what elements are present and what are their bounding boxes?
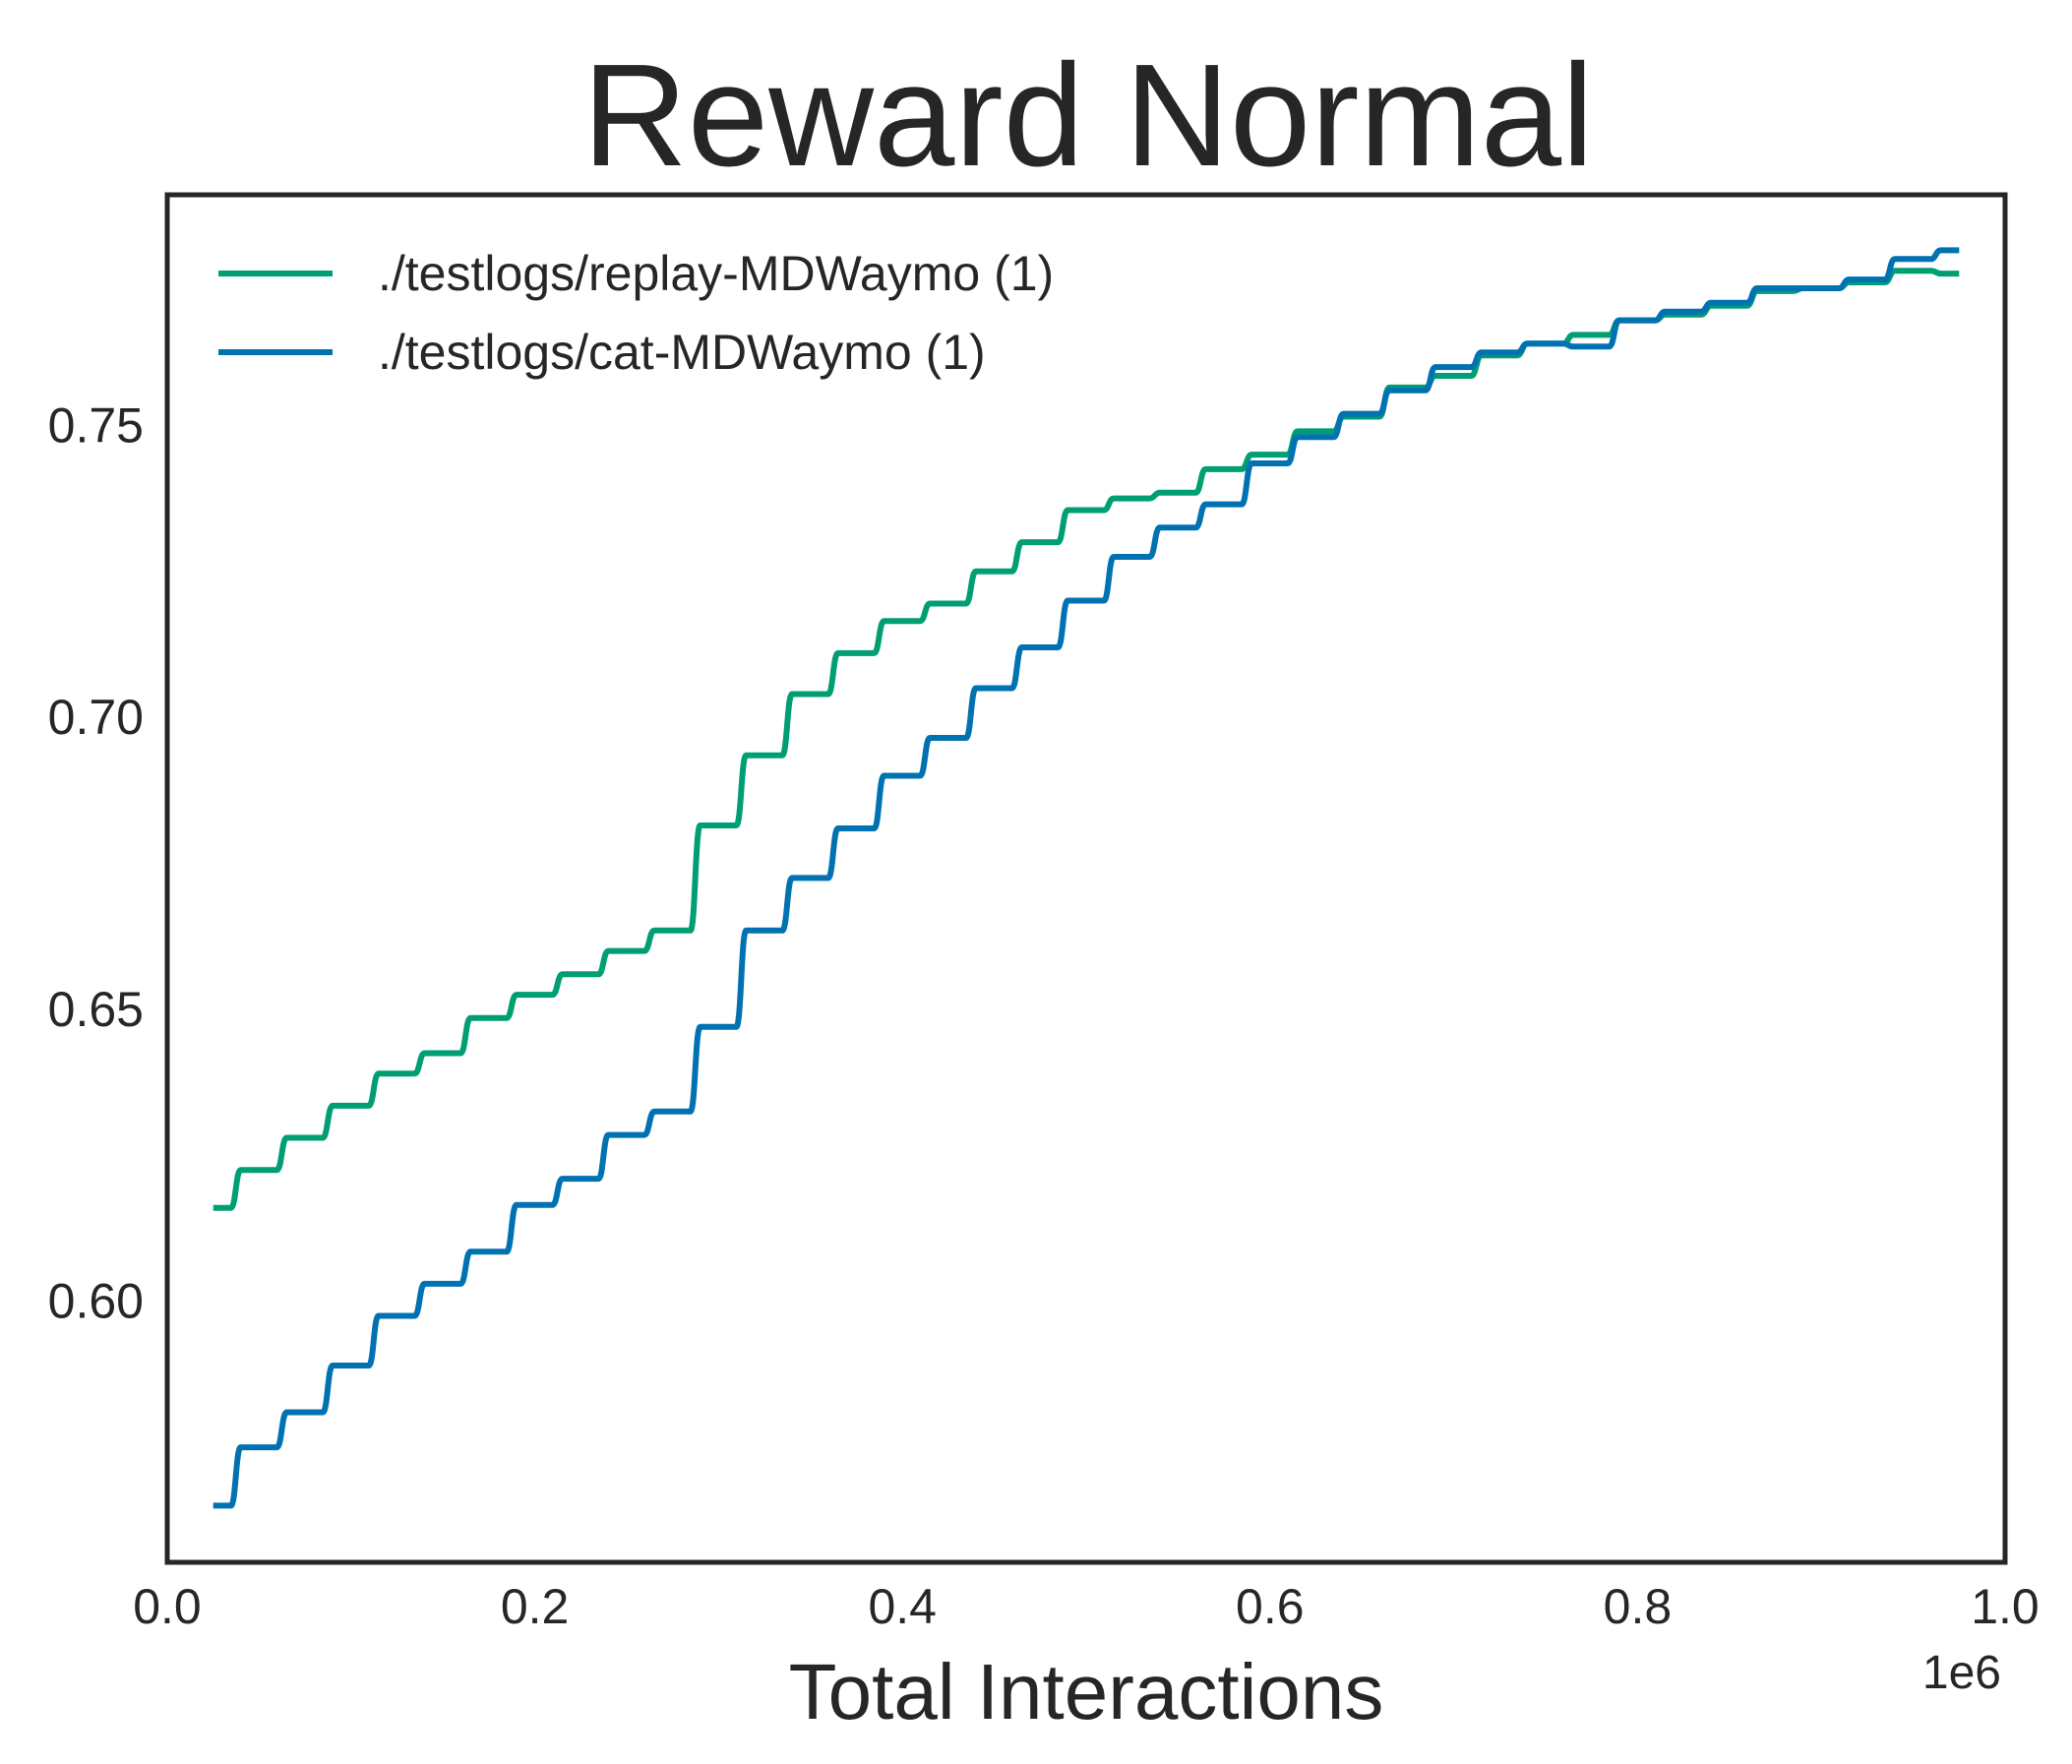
x-tick-label: 0.0 — [133, 1579, 202, 1634]
series-layer — [213, 247, 1960, 1509]
x-axis-offset-label: 1e6 — [1922, 1647, 2001, 1699]
y-tick-label: 0.75 — [48, 397, 144, 453]
x-tick-label: 0.6 — [1236, 1579, 1305, 1634]
plot-frame — [164, 192, 2008, 1565]
legend-label: ./testlogs/cat-MDWaymo (1) — [378, 325, 986, 380]
x-axis-ticks: 0.0 0.2 0.4 0.6 0.8 1.0 — [133, 1579, 2040, 1634]
x-tick-label: 1.0 — [1971, 1579, 2040, 1634]
legend: ./testlogs/replay-MDWaymo (1) ./testlogs/… — [218, 246, 1054, 380]
x-tick-label: 0.8 — [1604, 1579, 1673, 1634]
y-tick-label: 0.60 — [48, 1274, 144, 1329]
x-tick-label: 0.2 — [501, 1579, 570, 1634]
legend-label: ./testlogs/replay-MDWaymo (1) — [378, 246, 1054, 301]
y-tick-label: 0.65 — [48, 982, 144, 1037]
y-axis-ticks: 0.60 0.65 0.70 0.75 — [48, 397, 144, 1328]
chart-title: Reward Normal — [582, 34, 1594, 197]
y-tick-label: 0.70 — [48, 690, 144, 745]
series-line-cat — [213, 247, 1960, 1509]
x-tick-label: 0.4 — [868, 1579, 937, 1634]
x-axis-label: Total Interactions — [789, 1648, 1384, 1735]
